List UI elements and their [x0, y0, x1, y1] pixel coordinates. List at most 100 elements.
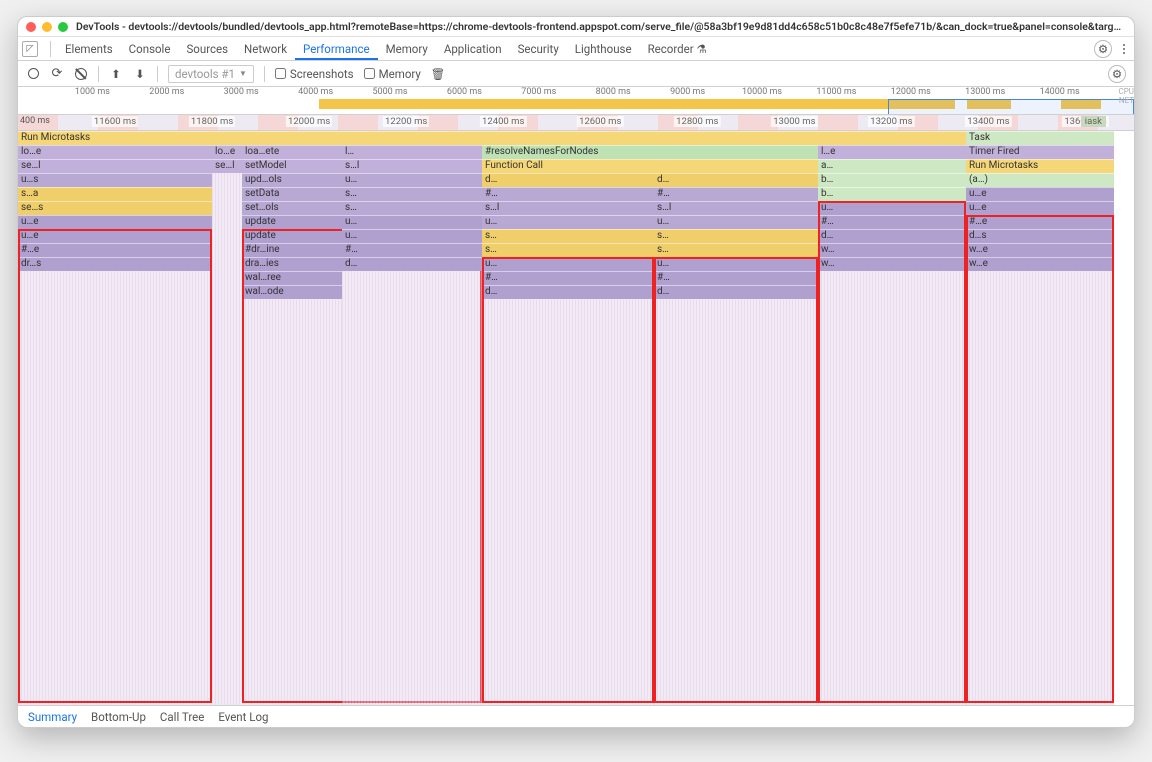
toolbar-separator: [98, 66, 99, 82]
traffic-lights[interactable]: [26, 22, 68, 32]
trash-icon[interactable]: 🗑: [431, 67, 445, 81]
window-title: DevTools - devtools://devtools/bundled/d…: [76, 20, 1126, 33]
flame-frame[interactable]: u…: [342, 215, 482, 229]
flame-frame[interactable]: se…l: [212, 159, 242, 173]
detail-tab-calltree[interactable]: Call Tree: [160, 710, 204, 724]
dropdown-label: devtools #1: [175, 67, 235, 81]
flame-frame[interactable]: s…: [342, 187, 482, 201]
flame-frame[interactable]: #…: [482, 187, 654, 201]
flame-frame[interactable]: se…s: [18, 201, 212, 215]
tab-security[interactable]: Security: [510, 38, 567, 60]
overview-minimap[interactable]: 1000 ms2000 ms3000 ms4000 ms5000 ms6000 …: [18, 87, 1134, 115]
memory-label: Memory: [379, 67, 421, 81]
tab-application[interactable]: Application: [436, 38, 510, 60]
flame-chart[interactable]: Run Microtasks lo…ese…lu…ss…ase…su…eu…e#…: [18, 131, 1134, 705]
detail-tabs: Summary Bottom-Up Call Tree Event Log: [18, 705, 1134, 727]
flame-frame[interactable]: [654, 145, 818, 159]
flame-frame[interactable]: u…: [342, 173, 482, 187]
toolbar-separator: [157, 66, 158, 82]
flame-frame[interactable]: se…l: [18, 159, 212, 173]
minimap-rightlabels: CPU NET: [1119, 87, 1134, 105]
flame-frame[interactable]: lo…e: [18, 145, 212, 159]
flame-frame[interactable]: set…ols: [242, 201, 342, 215]
flame-frame[interactable]: l…e: [818, 145, 966, 159]
tab-lighthouse[interactable]: Lighthouse: [567, 38, 640, 60]
timeline-ruler[interactable]: 400 ms 11600 ms11800 ms12000 ms12200 ms1…: [18, 115, 1134, 131]
flame-frame[interactable]: s…: [482, 229, 654, 243]
highlight-box: [482, 257, 654, 703]
flame-frame[interactable]: d…: [342, 257, 482, 271]
flame-frame[interactable]: l…: [342, 145, 482, 159]
max-dot[interactable]: [58, 22, 68, 32]
highlight-box: [966, 215, 1114, 703]
tab-network[interactable]: Network: [236, 38, 295, 60]
flame-frame[interactable]: s…: [654, 229, 818, 243]
close-dot[interactable]: [26, 22, 36, 32]
flame-frame[interactable]: b…: [818, 187, 966, 201]
flame-frame[interactable]: u…s: [18, 173, 212, 187]
flame-frame[interactable]: [654, 159, 818, 173]
flame-frame[interactable]: lo…e: [212, 145, 242, 159]
flame-frame[interactable]: d…: [482, 173, 654, 187]
reload-icon[interactable]: ⟳: [50, 67, 64, 81]
record-icon[interactable]: [26, 67, 40, 81]
highlight-box: [18, 229, 212, 703]
flame-frame[interactable]: s…: [654, 243, 818, 257]
flame-frame[interactable]: u…e: [966, 201, 1114, 215]
tab-elements[interactable]: Elements: [57, 38, 121, 60]
tab-performance[interactable]: Performance: [295, 38, 378, 60]
tab-console[interactable]: Console: [121, 38, 179, 60]
main-tabs: ◸ ElementsConsoleSourcesNetworkPerforman…: [18, 37, 1134, 61]
clear-icon[interactable]: [74, 67, 88, 81]
memory-input[interactable]: [364, 68, 375, 79]
flame-frame[interactable]: s…l: [342, 159, 482, 173]
flame-frame[interactable]: u…: [342, 229, 482, 243]
flame-frame[interactable]: u…e: [18, 215, 212, 229]
gear-icon[interactable]: ⚙: [1094, 40, 1112, 58]
upload-icon[interactable]: ⬆: [109, 67, 123, 81]
flame-frame[interactable]: s…: [342, 201, 482, 215]
flame-frame[interactable]: s…l: [482, 201, 654, 215]
flame-frame[interactable]: setModel: [242, 159, 342, 173]
flame-frame[interactable]: u…: [654, 215, 818, 229]
detail-tab-summary[interactable]: Summary: [28, 710, 77, 724]
gear-icon[interactable]: ⚙: [1108, 65, 1126, 83]
flame-frame[interactable]: b…: [818, 173, 966, 187]
flame-frame[interactable]: setData: [242, 187, 342, 201]
chevron-down-icon: ▼: [239, 69, 247, 78]
flame-frame[interactable]: s…l: [654, 201, 818, 215]
flame-frame[interactable]: u…: [482, 215, 654, 229]
highlight-box: [654, 257, 818, 703]
flame-frame[interactable]: update: [242, 215, 342, 229]
flame-frame[interactable]: upd…ols: [242, 173, 342, 187]
flame-frame[interactable]: (a…): [966, 173, 1114, 187]
flame-frame[interactable]: s…a: [18, 187, 212, 201]
screenshots-checkbox[interactable]: Screenshots: [275, 67, 354, 81]
screenshots-input[interactable]: [275, 68, 286, 79]
download-icon[interactable]: ⬇: [133, 67, 147, 81]
flame-frame[interactable]: s…: [482, 243, 654, 257]
flame-frame[interactable]: Timer Fired: [966, 145, 1114, 159]
flame-frame[interactable]: #…: [654, 187, 818, 201]
detail-tab-bottomup[interactable]: Bottom-Up: [91, 710, 146, 724]
flame-frame[interactable]: #…: [342, 243, 482, 257]
devtools-window: DevTools - devtools://devtools/bundled/d…: [17, 16, 1135, 728]
flame-frame[interactable]: d…: [654, 173, 818, 187]
flame-header-bar[interactable]: Run Microtasks: [18, 131, 966, 145]
flame-frame[interactable]: Task: [966, 131, 1114, 145]
flame-frame[interactable]: Run Microtasks: [966, 159, 1114, 173]
tab-sources[interactable]: Sources: [178, 38, 236, 60]
memory-checkbox[interactable]: Memory: [364, 67, 421, 81]
flame-frame[interactable]: a…: [818, 159, 966, 173]
profile-dropdown[interactable]: devtools #1 ▼: [168, 65, 254, 83]
kebab-menu-icon[interactable]: [1118, 44, 1130, 54]
min-dot[interactable]: [42, 22, 52, 32]
tab-memory[interactable]: Memory: [378, 38, 436, 60]
ruler-left-label: 400 ms: [20, 116, 50, 126]
tab-recorder[interactable]: Recorder ⚗: [640, 38, 715, 60]
detail-tab-eventlog[interactable]: Event Log: [218, 710, 268, 724]
tab-separator: [50, 41, 51, 57]
flame-frame[interactable]: u…e: [966, 187, 1114, 201]
flame-frame[interactable]: loa…ete: [242, 145, 342, 159]
inspect-icon[interactable]: ◸: [22, 41, 38, 57]
